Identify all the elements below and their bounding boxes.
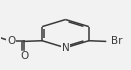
Text: N: N — [62, 43, 69, 53]
Text: Br: Br — [111, 36, 123, 46]
Text: O: O — [20, 51, 28, 61]
Text: O: O — [7, 36, 16, 46]
